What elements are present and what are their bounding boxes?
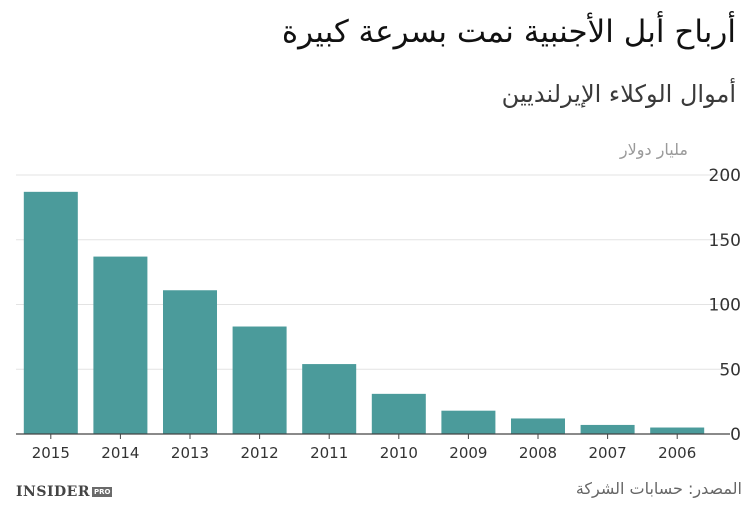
x-tick-label: 2013 [171,444,209,462]
x-tick-label: 2008 [519,444,557,462]
bar [441,410,496,434]
source-note: المصدر: حسابات الشركة [575,479,742,498]
logo-badge: PRO [91,487,113,497]
x-tick-label: 2015 [32,444,70,462]
logo-text: INSIDER [16,484,90,500]
x-tick-label: 2007 [589,444,627,462]
bar [93,256,148,434]
insider-pro-logo: INSIDER PRO [16,484,113,500]
y-tick-label: 150 [709,231,741,251]
x-tick-label: 2006 [658,444,696,462]
y-tick-label: 0 [730,425,741,445]
bar [371,393,426,434]
chart-title: أرباح أبل الأجنبية نمت بسرعة كبيرة [281,14,736,50]
bar [232,326,287,434]
y-tick-label: 100 [709,296,741,316]
bar [302,364,357,434]
bar [163,290,217,434]
x-tick-label: 2014 [101,444,139,462]
chart-subtitle: أموال الوكلاء الإيرلنديين [501,80,736,108]
x-tick-label: 2009 [449,444,487,462]
bar [511,418,565,434]
bar [580,424,635,434]
y-axis-unit-label: مليار دولار [619,140,688,159]
y-tick-label: 200 [709,166,741,186]
x-tick-label: 2011 [310,444,348,462]
x-tick-label: 2012 [241,444,279,462]
x-tick-label: 2010 [380,444,418,462]
bar [650,427,705,434]
bar [23,191,78,434]
y-tick-label: 50 [719,360,741,380]
